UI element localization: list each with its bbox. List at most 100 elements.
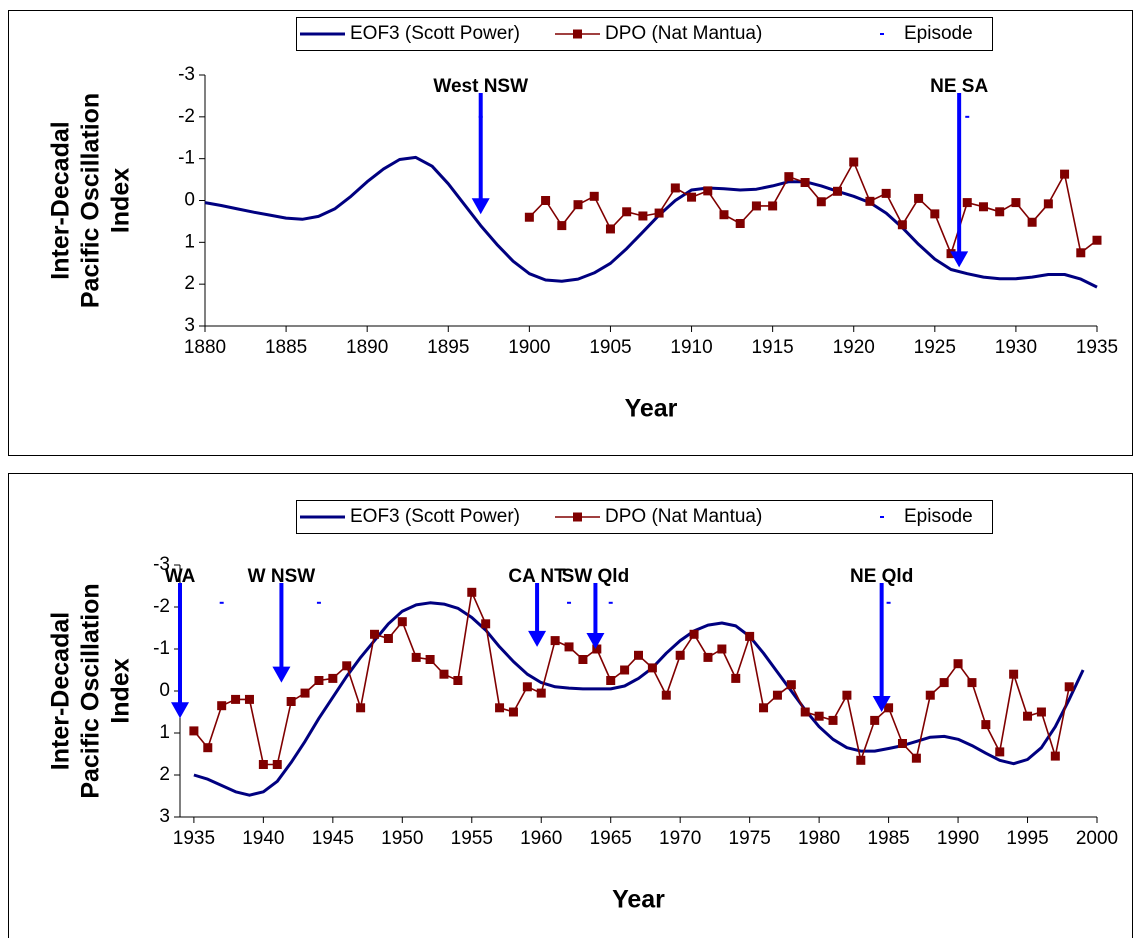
y-axis-title: Inter-Decadal	[47, 612, 75, 770]
marker	[833, 186, 843, 196]
marker	[962, 198, 972, 208]
y-axis-title: Pacific Oscillation	[77, 93, 105, 308]
marker	[751, 201, 761, 211]
x-tick-label: 1975	[729, 828, 771, 849]
y-tick-label: 0	[184, 190, 195, 211]
annotation-label: W NSW	[248, 566, 316, 587]
marker	[189, 726, 199, 736]
marker	[687, 192, 697, 202]
legend-marker	[573, 512, 582, 522]
marker	[784, 172, 794, 182]
legend-box	[296, 500, 993, 534]
marker	[244, 694, 254, 704]
x-tick-label: 1935	[1076, 337, 1118, 358]
x-tick-label: 1885	[265, 337, 307, 358]
x-axis-title: Year	[612, 886, 665, 914]
y-tick-label: -3	[153, 554, 170, 575]
x-tick-label: 1980	[798, 828, 840, 849]
marker	[897, 220, 907, 230]
marker	[606, 676, 616, 685]
arrow-head	[586, 633, 605, 649]
marker	[578, 655, 588, 664]
marker	[634, 650, 643, 660]
marker	[828, 715, 838, 725]
x-tick-label: 1925	[914, 337, 956, 358]
annotation-label: SW Qld	[562, 566, 630, 587]
x-tick-label: 1920	[833, 337, 875, 358]
y-tick-label: 2	[184, 273, 195, 294]
marker	[1043, 199, 1053, 209]
marker	[638, 211, 648, 221]
marker	[370, 629, 380, 639]
y-tick-label: 1	[159, 722, 170, 743]
marker	[647, 663, 657, 673]
marker	[786, 680, 796, 690]
marker	[203, 743, 213, 753]
marker	[397, 617, 407, 627]
y-axis-title: Index	[107, 168, 135, 233]
x-tick-label: 1970	[659, 828, 701, 849]
y-axis-title: Inter-Decadal	[47, 121, 75, 279]
x-tick-label: 1905	[589, 337, 631, 358]
y-tick-label: -3	[178, 64, 195, 85]
x-tick-label: 1900	[508, 337, 550, 358]
legend-label: DPO (Nat Mantua)	[605, 23, 762, 44]
marker	[300, 688, 310, 698]
x-tick-label: 1915	[751, 337, 793, 358]
arrow-head	[528, 630, 547, 647]
annotation-label: West NSW	[433, 76, 528, 97]
marker	[536, 688, 546, 698]
marker	[897, 739, 907, 748]
marker	[217, 701, 227, 711]
marker	[1050, 751, 1060, 761]
marker	[675, 650, 685, 660]
marker	[314, 676, 324, 685]
marker	[814, 711, 824, 721]
marker	[735, 219, 745, 229]
legend-label: Episode	[904, 506, 973, 527]
x-tick-label: 1990	[937, 828, 979, 849]
x-tick-label: 1930	[995, 337, 1037, 358]
marker	[328, 673, 338, 683]
series-line	[193, 591, 1070, 766]
marker	[1009, 669, 1019, 679]
legend-label: EOF3 (Scott Power)	[350, 506, 520, 527]
marker	[564, 642, 574, 652]
marker	[911, 753, 921, 763]
marker	[953, 659, 963, 669]
marker	[865, 196, 875, 206]
legend-label: DPO (Nat Mantua)	[605, 506, 762, 527]
marker	[524, 212, 534, 222]
marker	[759, 703, 769, 713]
marker	[1060, 169, 1070, 179]
marker	[884, 703, 894, 713]
marker	[541, 196, 551, 205]
annotation-label: WA	[165, 566, 196, 587]
marker	[856, 755, 866, 765]
y-tick-label: 3	[159, 806, 170, 827]
marker	[654, 208, 664, 218]
annotation-label: NE Qld	[850, 566, 913, 587]
y-axis-title: Pacific Oscillation	[77, 583, 105, 798]
marker	[995, 207, 1005, 217]
marker	[411, 652, 421, 662]
marker	[1064, 682, 1074, 692]
arrow-head	[950, 251, 969, 268]
marker	[661, 690, 671, 700]
series-line	[204, 155, 1098, 289]
x-tick-label: 1995	[1006, 828, 1048, 849]
marker	[1023, 711, 1033, 721]
marker	[383, 634, 393, 643]
x-tick-label: 1950	[381, 828, 423, 849]
marker	[978, 202, 988, 212]
y-tick-label: 2	[159, 764, 170, 785]
marker	[605, 224, 615, 234]
marker	[849, 157, 859, 167]
marker	[557, 221, 567, 231]
marker	[881, 188, 891, 198]
marker	[453, 676, 463, 685]
annotation-label: NE SA	[930, 76, 988, 97]
marker	[231, 694, 241, 704]
x-tick-label: 1890	[346, 337, 388, 358]
marker	[481, 619, 491, 629]
